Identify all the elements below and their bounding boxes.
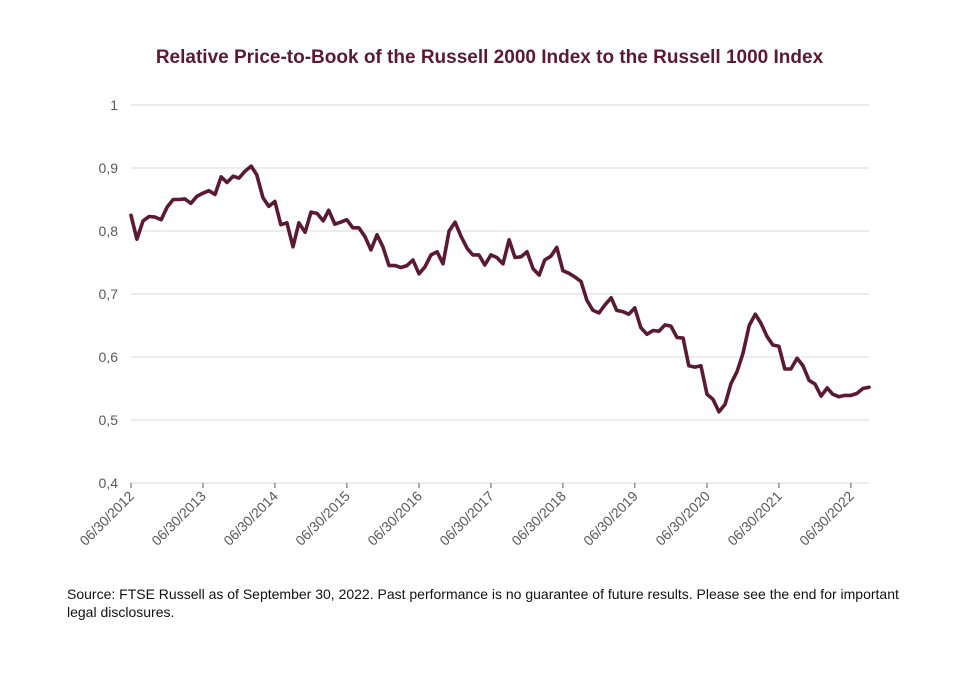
- x-tick-label: 06/30/2015: [292, 488, 353, 549]
- x-axis: 06/30/2012 06/30/2013 06/30/2014 06/30/2015…: [76, 482, 869, 549]
- y-tick-label: 0,8: [99, 223, 119, 239]
- series-line: [129, 164, 871, 414]
- x-tick-label: 06/30/2022: [796, 488, 857, 549]
- source-footnote: Source: FTSE Russell as of September 30,…: [67, 586, 899, 620]
- y-tick-label: 0,9: [99, 160, 119, 176]
- x-tick-label: 06/30/2012: [76, 488, 137, 549]
- x-tick-label: 06/30/2019: [580, 488, 641, 549]
- y-tick-label: 0,5: [99, 412, 119, 428]
- chart-title: Relative Price-to-Book of the Russell 20…: [155, 47, 824, 68]
- y-axis: 1 0,9 0,8 0,7 0,6 0,5 0,4: [99, 97, 119, 491]
- x-tick-label: 06/30/2018: [508, 488, 569, 549]
- x-tick-label: 06/30/2014: [220, 488, 281, 549]
- grid-lines: [131, 104, 869, 484]
- x-tick-label: 06/30/2017: [436, 488, 497, 549]
- x-tick-label: 06/30/2016: [364, 488, 425, 549]
- y-tick-label: 0,7: [99, 286, 119, 302]
- x-tick-label: 06/30/2020: [652, 488, 713, 549]
- y-tick-label: 1: [110, 97, 118, 113]
- series-layer: [129, 164, 871, 414]
- x-tick-label: 06/30/2021: [724, 488, 785, 549]
- y-tick-label: 0,6: [99, 349, 119, 365]
- y-tick-label: 0,4: [99, 475, 119, 491]
- x-tick-label: 06/30/2013: [148, 488, 209, 549]
